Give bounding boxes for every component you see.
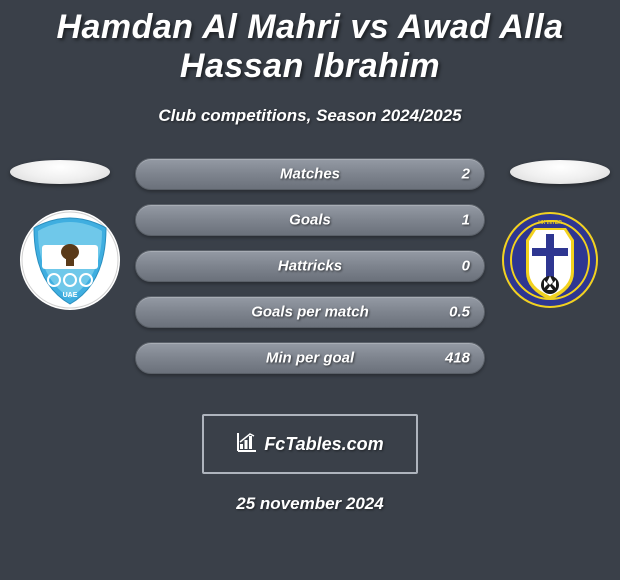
stat-bar: Hattricks 0 <box>135 250 485 282</box>
stats-bars: Matches 2 Goals 1 Hattricks 0 Goals per match 0… <box>135 158 485 388</box>
stat-value-right: 2 <box>462 166 470 183</box>
club-badge-left: UAE <box>20 210 120 310</box>
stat-label: Matches <box>280 166 340 183</box>
stat-label: Goals <box>289 212 331 229</box>
stat-label: Min per goal <box>266 350 354 367</box>
club-badge-right: HK INTER <box>500 210 600 310</box>
stat-value-right: 1 <box>462 212 470 229</box>
stat-label: Goals per match <box>251 304 369 321</box>
player-left-ellipse <box>10 160 110 184</box>
branding-text: FcTables.com <box>264 434 383 455</box>
stat-label: Hattricks <box>278 258 342 275</box>
stat-value-right: 418 <box>445 350 470 367</box>
stat-bar: Min per goal 418 <box>135 342 485 374</box>
stat-bar: Goals 1 <box>135 204 485 236</box>
branding-box: FcTables.com <box>202 414 418 474</box>
stat-bar: Goals per match 0.5 <box>135 296 485 328</box>
bar-chart-icon <box>236 431 258 458</box>
player-right-ellipse <box>510 160 610 184</box>
svg-text:HK INTER: HK INTER <box>538 220 562 226</box>
subtitle: Club competitions, Season 2024/2025 <box>0 106 620 126</box>
svg-text:UAE: UAE <box>63 292 78 299</box>
shield-icon: UAE <box>20 210 120 310</box>
stat-value-right: 0.5 <box>449 304 470 321</box>
page-title: Hamdan Al Mahri vs Awad Alla Hassan Ibra… <box>0 0 620 86</box>
date-text: 25 november 2024 <box>0 494 620 514</box>
stat-bar: Matches 2 <box>135 158 485 190</box>
stat-value-right: 0 <box>462 258 470 275</box>
comparison-area: UAE HK INTER Matches 2 Goals 1 Hattricks 0 Goa… <box>0 158 620 398</box>
shield-icon: HK INTER <box>500 210 600 310</box>
